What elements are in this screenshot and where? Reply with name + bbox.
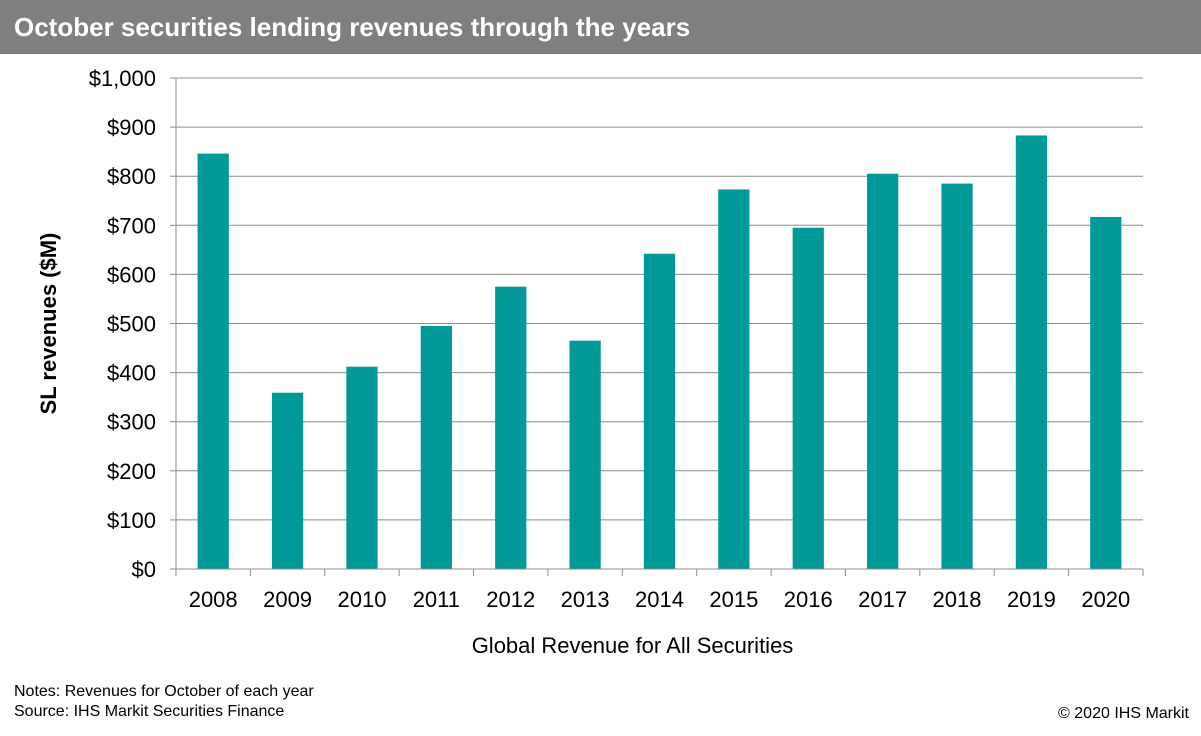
y-tick-label: $400 [107, 361, 156, 386]
bar-2009 [271, 392, 304, 569]
y-tick-label: $700 [107, 213, 156, 238]
x-tick-label: 2011 [413, 587, 460, 612]
notes-block: Notes: Revenues for October of each year… [14, 682, 314, 722]
bar-2018 [941, 183, 973, 569]
y-tick-label: $800 [107, 164, 156, 189]
bar-2020 [1090, 216, 1122, 569]
y-tick-label: $100 [107, 508, 156, 533]
chart-title: October securities lending revenues thro… [14, 12, 691, 42]
x-tick-label: 2012 [486, 587, 535, 612]
y-axis-label: SL revenues ($M) [36, 233, 61, 415]
x-tick-label: 2015 [709, 587, 758, 612]
x-tick-label: 2014 [635, 587, 684, 612]
y-tick-label: $300 [107, 410, 156, 435]
bar-2013 [569, 340, 601, 569]
x-axis-label: Global Revenue for All Securities [472, 633, 794, 658]
x-tick-label: 2016 [784, 587, 833, 612]
x-tick-label: 2019 [1007, 587, 1056, 612]
bar-2014 [643, 253, 676, 569]
bar-2012 [495, 286, 527, 569]
y-tick-label: $900 [107, 115, 156, 140]
x-tick-label: 2008 [189, 587, 238, 612]
x-tick-label: 2020 [1081, 587, 1130, 612]
x-tick-label: 2010 [337, 587, 386, 612]
title-bar: October securities lending revenues thro… [0, 0, 1201, 54]
axes [170, 77, 1144, 576]
tick-labels: $0 $100 $200 $300 $400 $500 $600 $700 $800 $900 $1… [89, 66, 1131, 612]
bar-2010 [346, 366, 378, 569]
bar-2011 [420, 325, 452, 569]
bar-2019 [1015, 135, 1048, 569]
bars [197, 135, 1122, 569]
copyright-text: © 2020 IHS Markit [1058, 705, 1189, 722]
y-tick-label: $1,000 [89, 66, 156, 91]
bar-2017 [867, 173, 899, 569]
bar-2016 [792, 227, 824, 569]
x-tick-label: 2013 [561, 587, 610, 612]
y-tick-label: $500 [107, 312, 156, 337]
y-tick-label: $600 [107, 262, 156, 287]
x-tick-label: 2017 [858, 587, 907, 612]
source-text: Source: IHS Markit Securities Finance [14, 703, 285, 720]
x-tick-label: 2018 [933, 587, 982, 612]
y-tick-label: $0 [132, 557, 156, 582]
notes-text: Notes: Revenues for October of each year [14, 683, 314, 700]
bar-2015 [718, 189, 750, 569]
bar-2008 [197, 153, 229, 569]
y-tick-label: $200 [107, 459, 156, 484]
x-tick-label: 2009 [263, 587, 312, 612]
